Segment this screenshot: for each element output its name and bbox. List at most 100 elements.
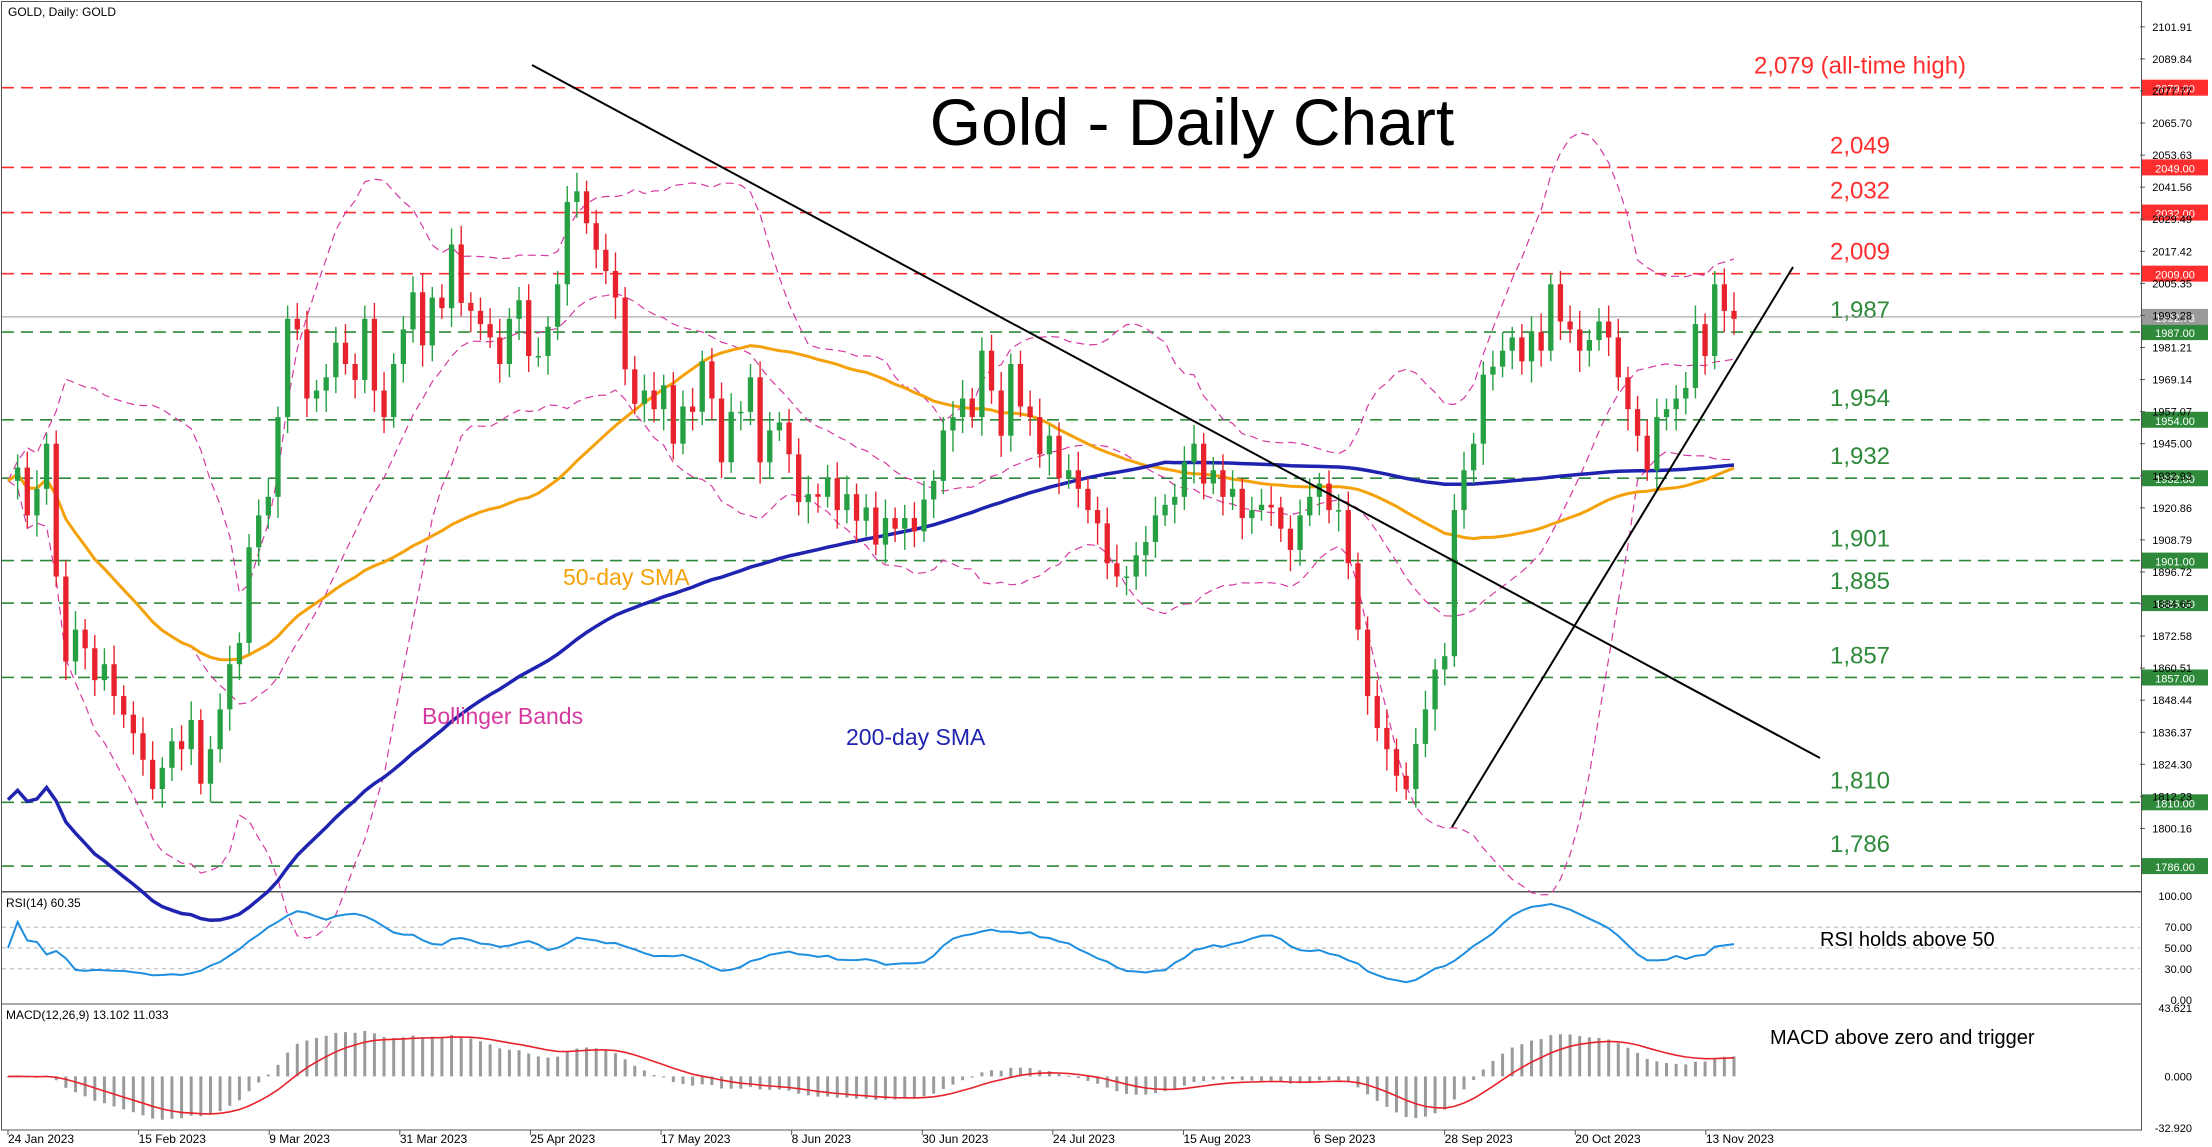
candle-body-90 bbox=[873, 507, 879, 545]
macd-bar-88 bbox=[855, 1076, 859, 1099]
price-tick-25: 1800.16 bbox=[2152, 823, 2192, 835]
macd-bar-25 bbox=[247, 1076, 251, 1092]
sma50-label: 50-day SMA bbox=[563, 564, 690, 590]
candle-body-28 bbox=[275, 417, 281, 497]
candle-body-11 bbox=[111, 664, 117, 697]
macd-bar-51 bbox=[498, 1048, 502, 1077]
candle-body-133 bbox=[1287, 528, 1294, 550]
candle-body-148 bbox=[1432, 669, 1438, 710]
candle-body-74 bbox=[718, 398, 725, 463]
macd-bar-129 bbox=[1250, 1076, 1254, 1081]
macd-bar-145 bbox=[1404, 1076, 1408, 1118]
macd-bar-87 bbox=[845, 1076, 849, 1098]
macd-bar-160 bbox=[1549, 1035, 1553, 1077]
candle-body-46 bbox=[448, 244, 455, 309]
level-tag-2: 2032.00 bbox=[2155, 209, 2195, 221]
price-tick-13: 1945.00 bbox=[2152, 439, 2192, 451]
candle-body-107 bbox=[1037, 417, 1043, 455]
candle-body-41 bbox=[400, 329, 406, 364]
level-tag-10: 1810.00 bbox=[2155, 798, 2195, 810]
macd-bar-150 bbox=[1452, 1076, 1456, 1100]
macd-bar-120 bbox=[1163, 1076, 1167, 1092]
price-tick-5: 2041.56 bbox=[2152, 182, 2192, 194]
macd-bar-126 bbox=[1221, 1076, 1225, 1080]
macd-bar-85 bbox=[826, 1076, 830, 1097]
macd-tick-1: 0.000 bbox=[2164, 1071, 2192, 1083]
time-tick-2: 9 Mar 2023 bbox=[269, 1132, 330, 1146]
price-tick-3: 2065.70 bbox=[2152, 118, 2192, 130]
level-label-3: 2,009 bbox=[1830, 239, 1890, 266]
candle-body-167 bbox=[1615, 337, 1621, 378]
macd-bar-17 bbox=[170, 1076, 174, 1119]
macd-bar-50 bbox=[488, 1044, 492, 1077]
macd-bar-34 bbox=[334, 1032, 338, 1077]
level-label-7: 1,901 bbox=[1830, 526, 1890, 553]
candle-body-130 bbox=[1258, 504, 1265, 511]
macd-bar-57 bbox=[556, 1056, 560, 1077]
rsi-tick-4: 0.00 bbox=[2171, 995, 2192, 1007]
level-tag-1: 2049.00 bbox=[2155, 163, 2195, 175]
price-tick-1: 2089.84 bbox=[2152, 54, 2192, 66]
candle-body-79 bbox=[767, 430, 773, 463]
candle-body-86 bbox=[834, 478, 840, 511]
level-label-5: 1,954 bbox=[1830, 385, 1890, 412]
candle-body-77 bbox=[747, 377, 754, 412]
candle-body-161 bbox=[1557, 284, 1564, 322]
macd-bar-121 bbox=[1173, 1076, 1177, 1090]
level-label-2: 2,032 bbox=[1830, 178, 1890, 205]
candle-body-56 bbox=[545, 326, 551, 357]
macd-bar-109 bbox=[1057, 1073, 1061, 1077]
level-tag-11: 1786.00 bbox=[2155, 862, 2195, 874]
candle-body-38 bbox=[371, 318, 378, 391]
rsi-note: RSI holds above 50 bbox=[1820, 929, 1995, 951]
candle-body-84 bbox=[815, 494, 821, 497]
candle-body-110 bbox=[1066, 470, 1072, 479]
level-label-10: 1,810 bbox=[1830, 767, 1890, 794]
time-tick-12: 20 Oct 2023 bbox=[1575, 1132, 1641, 1146]
candle-body-34 bbox=[333, 342, 339, 378]
candle-body-153 bbox=[1480, 374, 1486, 444]
macd-bar-95 bbox=[922, 1076, 926, 1097]
macd-bar-52 bbox=[507, 1049, 511, 1077]
candle-body-20 bbox=[198, 719, 204, 784]
candle-body-97 bbox=[940, 430, 946, 481]
candle-body-30 bbox=[294, 318, 300, 330]
macd-bar-170 bbox=[1645, 1058, 1649, 1077]
candle-body-150 bbox=[1451, 510, 1458, 657]
macd-bar-138 bbox=[1337, 1076, 1341, 1081]
candle-body-5 bbox=[53, 443, 59, 577]
macd-bar-108 bbox=[1047, 1071, 1051, 1077]
macd-bar-139 bbox=[1346, 1076, 1350, 1083]
macd-bar-100 bbox=[970, 1076, 974, 1078]
macd-bar-172 bbox=[1665, 1063, 1669, 1077]
candle-body-178 bbox=[1721, 284, 1728, 311]
level-tag-bg-11 bbox=[2142, 858, 2208, 875]
candle-body-75 bbox=[728, 411, 734, 463]
macd-bar-58 bbox=[565, 1052, 569, 1077]
candle-body-29 bbox=[284, 318, 291, 418]
macd-bar-162 bbox=[1568, 1034, 1572, 1077]
macd-bar-8 bbox=[83, 1076, 87, 1097]
macd-bar-38 bbox=[372, 1033, 376, 1077]
macd-bar-177 bbox=[1713, 1058, 1717, 1077]
candle-body-16 bbox=[159, 767, 165, 790]
level-tag-4: 1987.00 bbox=[2155, 328, 2195, 340]
macd-bar-54 bbox=[527, 1053, 531, 1077]
macd-bar-111 bbox=[1076, 1076, 1080, 1079]
macd-bar-45 bbox=[440, 1037, 444, 1077]
macd-bar-23 bbox=[228, 1076, 232, 1106]
price-tick-18: 1884.65 bbox=[2152, 599, 2192, 611]
candle-body-166 bbox=[1605, 321, 1612, 338]
macd-bar-123 bbox=[1192, 1076, 1196, 1083]
time-tick-10: 6 Sep 2023 bbox=[1314, 1132, 1376, 1146]
macd-bar-62 bbox=[604, 1050, 608, 1077]
macd-bar-94 bbox=[912, 1076, 916, 1099]
candle-body-35 bbox=[342, 342, 349, 364]
candle-body-2 bbox=[24, 467, 30, 516]
candle-body-32 bbox=[313, 390, 320, 399]
candle-body-170 bbox=[1644, 435, 1650, 471]
candle-body-76 bbox=[738, 411, 744, 414]
candle-body-134 bbox=[1297, 515, 1303, 550]
macd-bar-171 bbox=[1655, 1061, 1659, 1077]
candle-body-68 bbox=[661, 385, 667, 410]
